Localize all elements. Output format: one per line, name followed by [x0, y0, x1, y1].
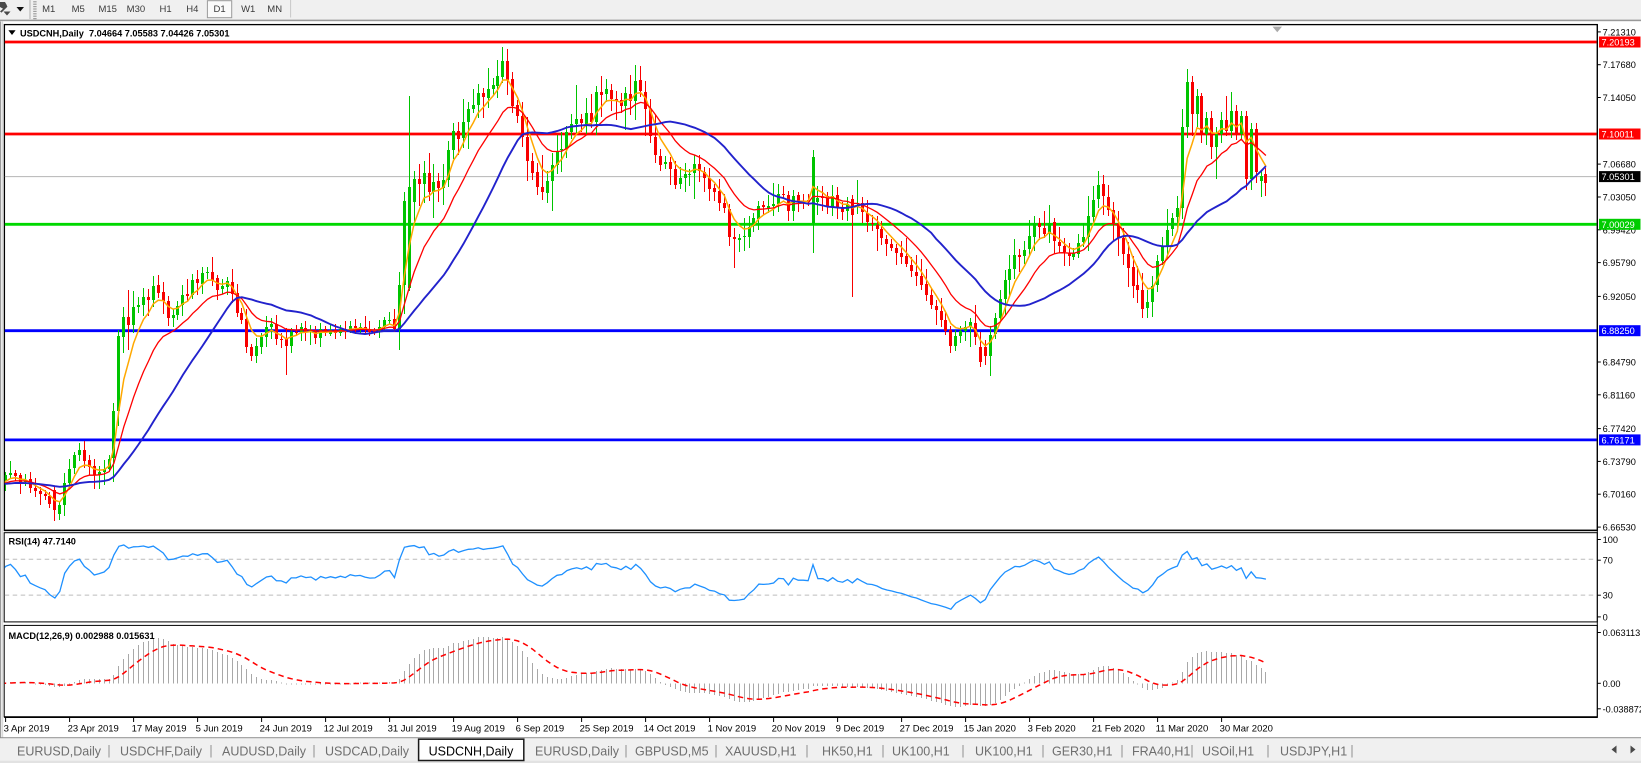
svg-text:USDCNH,Daily: USDCNH,Daily — [20, 28, 85, 38]
svg-text:M30: M30 — [127, 4, 145, 15]
svg-text:6.84790: 6.84790 — [1603, 358, 1636, 368]
svg-text:6.76171: 6.76171 — [1602, 435, 1635, 445]
svg-text:6 Sep 2019: 6 Sep 2019 — [516, 723, 565, 734]
svg-text:3 Feb 2020: 3 Feb 2020 — [1028, 723, 1076, 734]
svg-text:7.06680: 7.06680 — [1603, 160, 1636, 170]
svg-text:23 Apr 2019: 23 Apr 2019 — [68, 723, 119, 734]
svg-text:20 Nov 2019: 20 Nov 2019 — [772, 723, 826, 734]
svg-text:7.17680: 7.17680 — [1603, 60, 1636, 70]
svg-text:6.99420: 6.99420 — [1603, 225, 1636, 235]
svg-text:0: 0 — [1603, 612, 1608, 622]
svg-text:30: 30 — [1603, 591, 1613, 601]
svg-text:6.66530: 6.66530 — [1603, 523, 1636, 533]
svg-text:9 Dec 2019: 9 Dec 2019 — [836, 723, 885, 734]
svg-text:25 Sep 2019: 25 Sep 2019 — [580, 723, 634, 734]
svg-text:0.063113: 0.063113 — [1603, 628, 1641, 638]
svg-text:XAUUSD,H1: XAUUSD,H1 — [725, 744, 797, 758]
svg-text:14 Oct 2019: 14 Oct 2019 — [644, 723, 696, 734]
svg-text:AUDUSD,Daily: AUDUSD,Daily — [222, 744, 307, 758]
svg-text:D1: D1 — [214, 4, 226, 15]
svg-text:RSI(14) 47.7140: RSI(14) 47.7140 — [9, 536, 76, 546]
svg-text:7.10011: 7.10011 — [1602, 130, 1635, 140]
svg-text:6.92050: 6.92050 — [1603, 292, 1636, 302]
svg-text:7.20193: 7.20193 — [1602, 38, 1635, 48]
svg-text:6.95790: 6.95790 — [1603, 258, 1636, 268]
svg-text:6.70160: 6.70160 — [1603, 490, 1636, 500]
svg-text:30 Mar 2020: 30 Mar 2020 — [1220, 723, 1273, 734]
svg-text:100: 100 — [1603, 535, 1618, 545]
svg-text:31 Jul 2019: 31 Jul 2019 — [388, 723, 437, 734]
svg-text:EURUSD,Daily: EURUSD,Daily — [17, 744, 102, 758]
svg-text:MACD(12,26,9) 0.002988 0.01563: MACD(12,26,9) 0.002988 0.015631 — [9, 631, 155, 641]
svg-text:UK100,H1: UK100,H1 — [975, 744, 1033, 758]
svg-text:M15: M15 — [98, 4, 116, 15]
svg-text:USDJPY,H1: USDJPY,H1 — [1280, 744, 1347, 758]
svg-text:21 Feb 2020: 21 Feb 2020 — [1092, 723, 1145, 734]
svg-text:7.05301: 7.05301 — [1602, 172, 1635, 182]
svg-text:6.81160: 6.81160 — [1603, 390, 1636, 400]
svg-text:70: 70 — [1603, 556, 1613, 566]
svg-text:3 Apr 2019: 3 Apr 2019 — [4, 723, 50, 734]
svg-text:24 Jun 2019: 24 Jun 2019 — [260, 723, 312, 734]
svg-text:GBPUSD,M5: GBPUSD,M5 — [635, 744, 709, 758]
svg-text:0.00: 0.00 — [1603, 679, 1621, 689]
svg-text:17 May 2019: 17 May 2019 — [132, 723, 187, 734]
svg-text:HK50,H1: HK50,H1 — [822, 744, 873, 758]
svg-text:H4: H4 — [186, 4, 198, 15]
svg-text:EURUSD,Daily: EURUSD,Daily — [535, 744, 620, 758]
svg-text:USDCNH,Daily: USDCNH,Daily — [429, 744, 514, 758]
svg-text:5 Jun 2019: 5 Jun 2019 — [196, 723, 243, 734]
svg-text:USDCHF,Daily: USDCHF,Daily — [120, 744, 203, 758]
svg-text:7.03050: 7.03050 — [1603, 192, 1636, 202]
svg-text:6.77420: 6.77420 — [1603, 424, 1636, 434]
svg-text:H1: H1 — [160, 4, 172, 15]
svg-text:USOil,H1: USOil,H1 — [1202, 744, 1254, 758]
svg-text:15 Jan 2020: 15 Jan 2020 — [964, 723, 1016, 734]
svg-text:12 Jul 2019: 12 Jul 2019 — [324, 723, 373, 734]
svg-text:7.21310: 7.21310 — [1603, 27, 1636, 37]
svg-text:GER30,H1: GER30,H1 — [1052, 744, 1112, 758]
svg-text:19 Aug 2019: 19 Aug 2019 — [452, 723, 505, 734]
svg-text:W1: W1 — [241, 4, 255, 15]
svg-text:6.73790: 6.73790 — [1603, 457, 1636, 467]
svg-text:6.88250: 6.88250 — [1602, 326, 1635, 336]
svg-text:7.14050: 7.14050 — [1603, 93, 1636, 103]
svg-text:FRA40,H1: FRA40,H1 — [1132, 744, 1190, 758]
svg-text:M5: M5 — [72, 4, 85, 15]
svg-text:11 Mar 2020: 11 Mar 2020 — [1156, 723, 1209, 734]
svg-text:USDCAD,Daily: USDCAD,Daily — [325, 744, 410, 758]
svg-text:7.04664 7.05583 7.04426 7.0530: 7.04664 7.05583 7.04426 7.05301 — [89, 28, 230, 38]
svg-text:-0.038872: -0.038872 — [1603, 704, 1641, 714]
svg-text:27 Dec 2019: 27 Dec 2019 — [900, 723, 954, 734]
svg-text:7.00029: 7.00029 — [1602, 220, 1635, 230]
svg-text:UK100,H1: UK100,H1 — [892, 744, 950, 758]
svg-text:MN: MN — [267, 4, 282, 15]
svg-text:1 Nov 2019: 1 Nov 2019 — [708, 723, 757, 734]
svg-text:M1: M1 — [42, 4, 55, 15]
